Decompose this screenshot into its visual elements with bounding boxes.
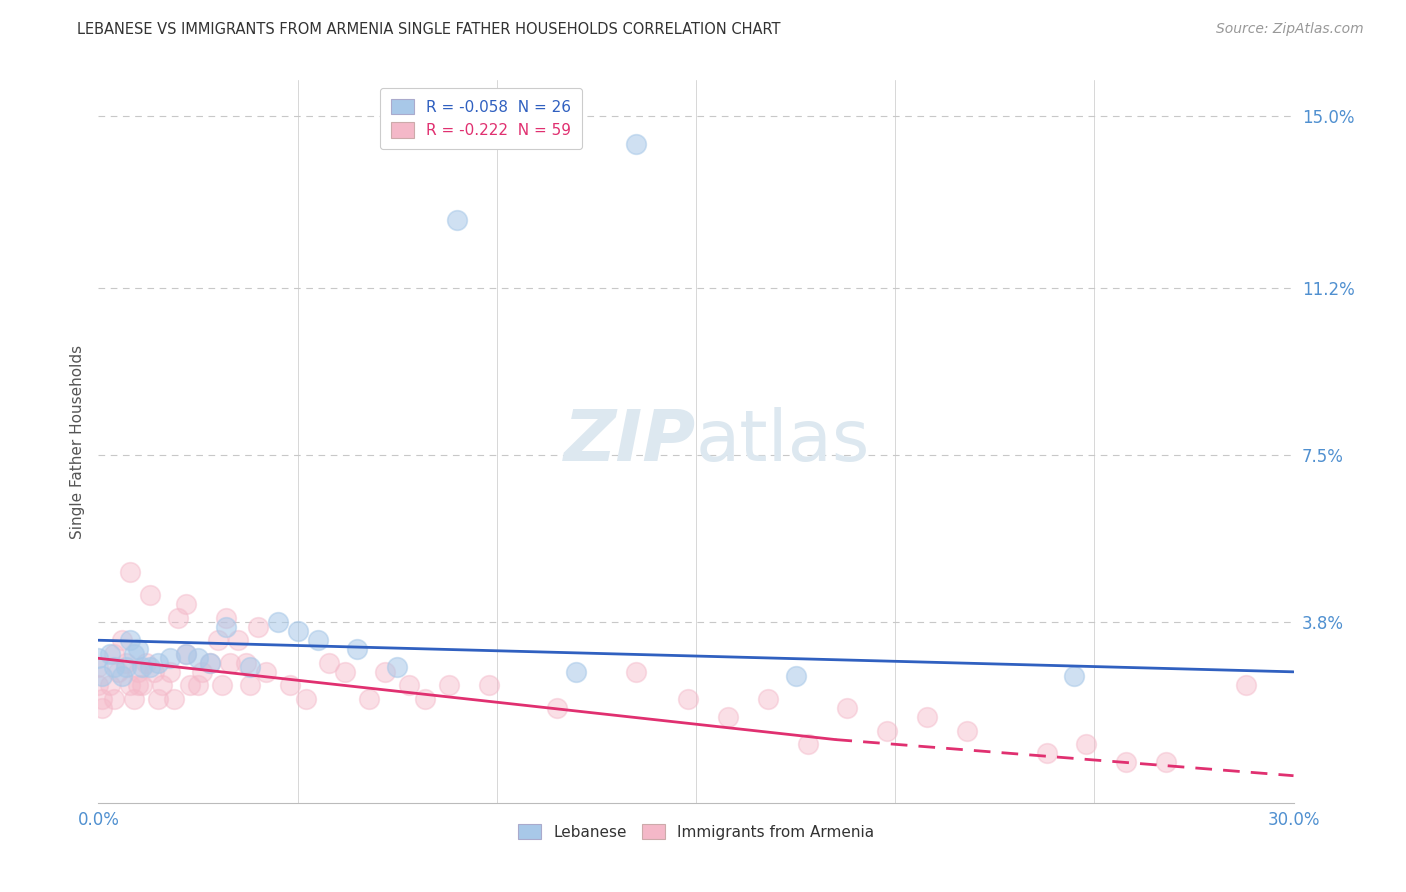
Point [159,665,181,679]
Text: LEBANESE VS IMMIGRANTS FROM ARMENIA SINGLE FATHER HOUSEHOLDS CORRELATION CHART: LEBANESE VS IMMIGRANTS FROM ARMENIA SING… [77,22,780,37]
Point [215,620,238,634]
Point [956,723,979,738]
Point [120,633,142,648]
Point [159,651,181,665]
Point [103,660,125,674]
Point [239,660,262,674]
Point [876,723,898,738]
Point [150,678,173,692]
Point [239,678,262,692]
Point [124,647,146,661]
Point [796,737,818,751]
Point [115,656,138,670]
Point [174,647,197,661]
Point [131,678,153,692]
Point [198,656,221,670]
Point [120,678,142,692]
Point [219,656,242,670]
Point [346,642,368,657]
Point [1076,737,1098,751]
Point [385,660,409,674]
Point [174,647,197,661]
Point [478,678,501,692]
Point [1035,746,1057,760]
Point [785,669,807,683]
Point [98,647,122,661]
Point [626,665,648,679]
Point [174,597,197,611]
Point [437,678,460,692]
Point [98,678,122,692]
Point [87,660,110,674]
Point [103,647,125,661]
Point [294,692,316,706]
Point [318,656,340,670]
Point [191,665,214,679]
Point [115,660,138,674]
Point [398,678,420,692]
Point [135,656,157,670]
Text: Source: ZipAtlas.com: Source: ZipAtlas.com [1216,22,1364,37]
Point [139,588,162,602]
Point [756,692,779,706]
Point [91,669,114,683]
Point [124,692,146,706]
Point [915,710,938,724]
Point [307,633,329,648]
Point [91,701,114,715]
Point [287,624,309,639]
Point [278,678,301,692]
Point [127,678,149,692]
Point [546,701,568,715]
Point [626,136,648,151]
Point [91,692,114,706]
Point [163,692,186,706]
Point [111,633,134,648]
Point [374,665,396,679]
Point [1234,678,1257,692]
Point [87,651,110,665]
Point [246,620,269,634]
Point [359,692,381,706]
Point [235,656,257,670]
Legend: Lebanese, Immigrants from Armenia: Lebanese, Immigrants from Armenia [512,818,880,846]
Point [111,669,134,683]
Point [717,710,740,724]
Point [215,610,238,624]
Point [127,642,149,657]
Point [103,692,125,706]
Point [127,665,149,679]
Point [335,665,357,679]
Point [837,701,859,715]
Point [167,610,190,624]
Point [1115,755,1137,769]
Point [139,660,162,674]
Point [179,678,201,692]
Text: ZIP: ZIP [564,407,696,476]
Point [446,213,468,227]
Point [254,665,277,679]
Point [413,692,436,706]
Point [565,665,588,679]
Point [207,633,229,648]
Point [1154,755,1177,769]
Point [226,633,249,648]
Point [198,656,221,670]
Point [148,692,170,706]
Point [148,656,170,670]
Point [107,665,129,679]
Point [187,651,209,665]
Point [143,665,166,679]
Point [131,660,153,674]
Text: atlas: atlas [696,407,870,476]
Y-axis label: Single Father Households: Single Father Households [69,344,84,539]
Point [1063,669,1085,683]
Point [676,692,699,706]
Point [267,615,290,630]
Point [211,678,233,692]
Point [120,566,142,580]
Point [87,678,110,692]
Point [187,678,209,692]
